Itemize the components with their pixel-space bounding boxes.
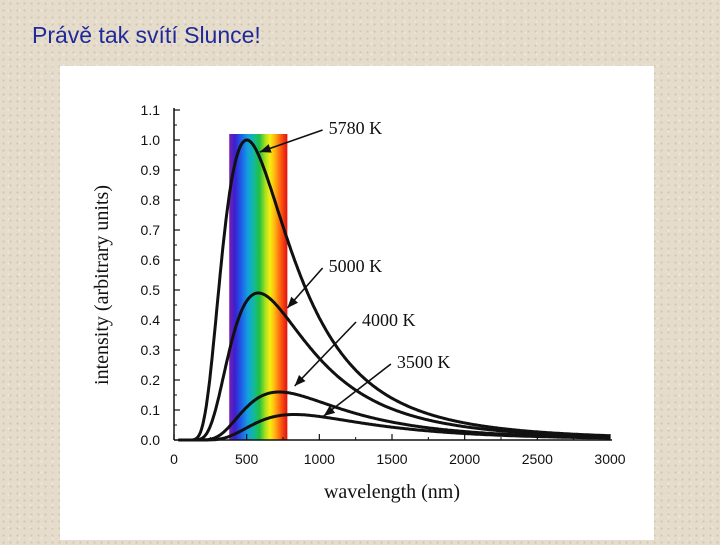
arrowhead-5000k xyxy=(287,296,299,308)
y-tick-label: 0.8 xyxy=(141,192,161,208)
x-tick-label: 2500 xyxy=(522,451,553,467)
x-tick-label: 0 xyxy=(170,451,178,467)
y-tick-label: 1.0 xyxy=(141,132,161,148)
y-tick-label: 0.0 xyxy=(141,432,161,448)
x-tick-label: 3000 xyxy=(594,451,625,467)
series-curve-3500k xyxy=(178,413,610,442)
arrow-line-5780k xyxy=(259,129,323,153)
series-label-3500k: 3500 K xyxy=(397,352,451,372)
x-tick-label: 1500 xyxy=(376,451,407,467)
arrowhead-3500k xyxy=(323,405,336,416)
series-label-5780k: 5780 K xyxy=(329,118,383,138)
y-axis-label: intensity (arbitrary units) xyxy=(91,185,113,385)
series-label-5000k: 5000 K xyxy=(329,256,383,276)
x-tick-label: 500 xyxy=(235,451,259,467)
y-tick-label: 0.7 xyxy=(141,222,161,238)
y-tick-label: 0.2 xyxy=(141,372,161,388)
y-tick-label: 1.1 xyxy=(141,102,161,118)
series-curve-5000k xyxy=(178,291,610,442)
series-label-4000k: 4000 K xyxy=(362,310,416,330)
y-tick-label: 0.9 xyxy=(141,162,161,178)
arrowhead-4000k xyxy=(294,374,306,386)
y-tick-label: 0.1 xyxy=(141,402,161,418)
slide-title: Právě tak svítí Slunce! xyxy=(32,22,261,48)
y-tick-label: 0.6 xyxy=(141,252,161,268)
x-axis-label: wavelength (nm) xyxy=(324,481,460,503)
y-tick-label: 0.4 xyxy=(141,312,161,328)
series-curve-5780k xyxy=(178,138,610,442)
y-tick-label: 0.3 xyxy=(141,342,161,358)
arrow-line-3500k xyxy=(323,363,392,417)
plot-panel: 0.0 0.1 0.2 0.3 0.4 0.5 0.6 0.7 0.8 0.9 1.0 1.1 0 500… xyxy=(60,66,654,540)
arrow-line-4000k xyxy=(294,321,357,387)
x-tick-label: 1000 xyxy=(304,451,335,467)
visible-spectrum-band xyxy=(229,134,288,440)
x-tick-label: 2000 xyxy=(449,451,480,467)
blackbody-chart: 0.0 0.1 0.2 0.3 0.4 0.5 0.6 0.7 0.8 0.9 1.0 1.1 0 500… xyxy=(91,102,626,503)
arrowhead-5780k xyxy=(259,144,272,153)
y-tick-label: 0.5 xyxy=(141,282,161,298)
